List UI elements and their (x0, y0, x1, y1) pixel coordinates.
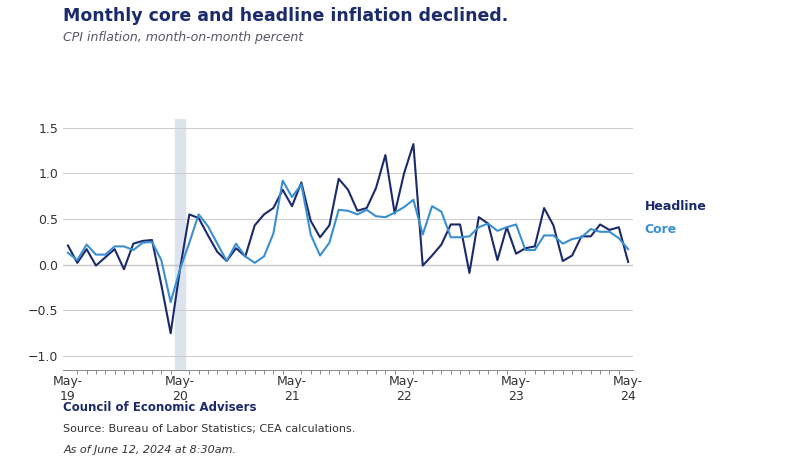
Text: Monthly core and headline inflation declined.: Monthly core and headline inflation decl… (63, 7, 509, 25)
Text: Source: Bureau of Labor Statistics; CEA calculations.: Source: Bureau of Labor Statistics; CEA … (63, 424, 356, 434)
Text: As of June 12, 2024 at 8:30am.: As of June 12, 2024 at 8:30am. (63, 445, 237, 455)
Text: Headline: Headline (645, 200, 706, 213)
Text: CPI inflation, month-on-month percent: CPI inflation, month-on-month percent (63, 31, 304, 44)
Text: Council of Economic Advisers: Council of Economic Advisers (63, 401, 257, 413)
Bar (176, 118, 184, 370)
Text: Core: Core (645, 223, 677, 237)
